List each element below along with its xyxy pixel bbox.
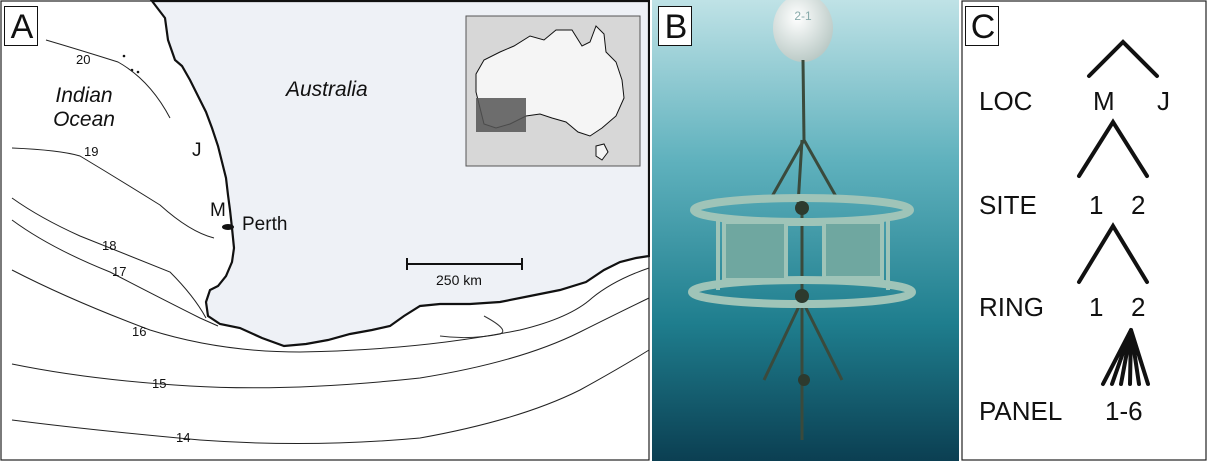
site-m-label: M	[210, 200, 226, 221]
ropes	[762, 59, 844, 440]
isotherm-16	[11, 267, 650, 353]
hierarchy-tree	[961, 0, 1207, 461]
level-value: M	[1093, 86, 1115, 116]
inset-map	[465, 15, 641, 167]
isotherm-17	[11, 219, 219, 327]
isotherm-label: 15	[152, 376, 167, 391]
level-value: 1	[1089, 292, 1104, 322]
ocean-label: Indian Ocean	[53, 84, 115, 131]
perth-label: Perth	[242, 214, 288, 235]
photo-panel: 2-1 B	[652, 0, 959, 461]
scale-label: 250 km	[436, 272, 482, 288]
isotherm-label: 16	[132, 324, 147, 339]
level-value: 1	[1089, 190, 1104, 220]
map-panel: A Indian Ocean Australia Perth J M 250 k…	[0, 0, 650, 461]
australia-label: Australia	[286, 78, 368, 101]
site-j-label: J	[192, 140, 202, 161]
level-value: 2	[1131, 190, 1146, 220]
inset-highlight	[476, 98, 526, 132]
inset-tasmania	[595, 143, 609, 161]
underwater-photo: 2-1	[652, 0, 959, 461]
level-label: PANEL	[979, 396, 1063, 426]
isotherm-label: 19	[84, 144, 99, 159]
isotherm-18	[11, 197, 207, 319]
level-value: 1-6	[1105, 396, 1143, 426]
settlement-panel	[822, 220, 884, 280]
design-panel: C LOC M J SITE 1 2 RING 1 2 PANEL 1-6	[961, 0, 1207, 461]
panel-a-label: A	[4, 6, 38, 46]
isotherm-label: 18	[102, 238, 117, 253]
buoy	[773, 0, 833, 62]
level-value: J	[1157, 86, 1170, 116]
map-svg	[0, 0, 650, 461]
panel-b-label: B	[658, 6, 692, 46]
isotherm-14	[11, 349, 650, 445]
perth-marker	[222, 224, 234, 230]
level-label: LOC	[979, 86, 1033, 116]
buoy-number: 2-1	[794, 9, 812, 23]
isotherm-20	[45, 39, 171, 119]
level-value: 2	[1131, 292, 1146, 322]
isotherm-label: 17	[112, 264, 127, 279]
ring-frame	[688, 194, 916, 308]
level-label: SITE	[979, 190, 1037, 220]
settlement-panel	[722, 220, 788, 282]
isotherm-label: 20	[76, 52, 91, 67]
panel-c-label: C	[965, 6, 999, 46]
isotherm-19	[11, 147, 215, 239]
isotherm-15	[11, 297, 650, 389]
scale-bar	[406, 258, 523, 270]
isotherm-label: 14	[176, 430, 191, 445]
level-label: RING	[979, 292, 1044, 322]
